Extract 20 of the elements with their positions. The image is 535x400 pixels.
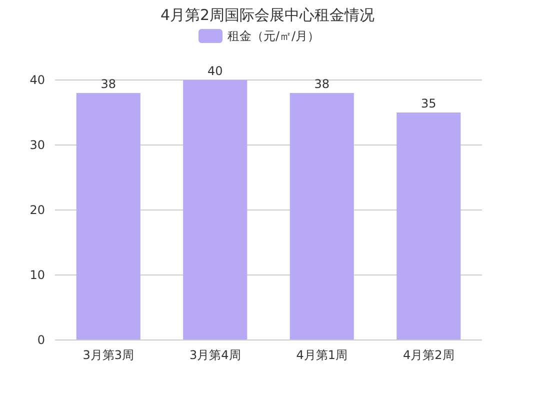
data-label: 38 (314, 77, 330, 91)
bar (76, 93, 140, 340)
data-label: 38 (100, 77, 116, 91)
x-tick-label: 4月第2周 (402, 348, 454, 362)
y-tick-label: 10 (30, 268, 45, 282)
data-label: 35 (420, 96, 436, 110)
x-tick-label: 3月第4周 (189, 348, 241, 362)
legend-label: 租金（元/㎡/月） (228, 29, 320, 43)
bar (396, 112, 461, 340)
bar (183, 80, 248, 340)
chart-title: 4月第2周国际会展中心租金情况 (160, 6, 375, 24)
y-tick-label: 30 (30, 138, 45, 152)
x-tick-label: 4月第1周 (296, 348, 348, 362)
y-tick-label: 40 (30, 73, 45, 87)
y-tick-label: 0 (37, 333, 45, 347)
y-tick-label: 20 (30, 203, 45, 217)
data-label: 40 (207, 64, 223, 78)
legend: 租金（元/㎡/月） (198, 29, 320, 43)
bar (290, 93, 354, 340)
x-tick-label: 3月第3周 (82, 348, 134, 362)
